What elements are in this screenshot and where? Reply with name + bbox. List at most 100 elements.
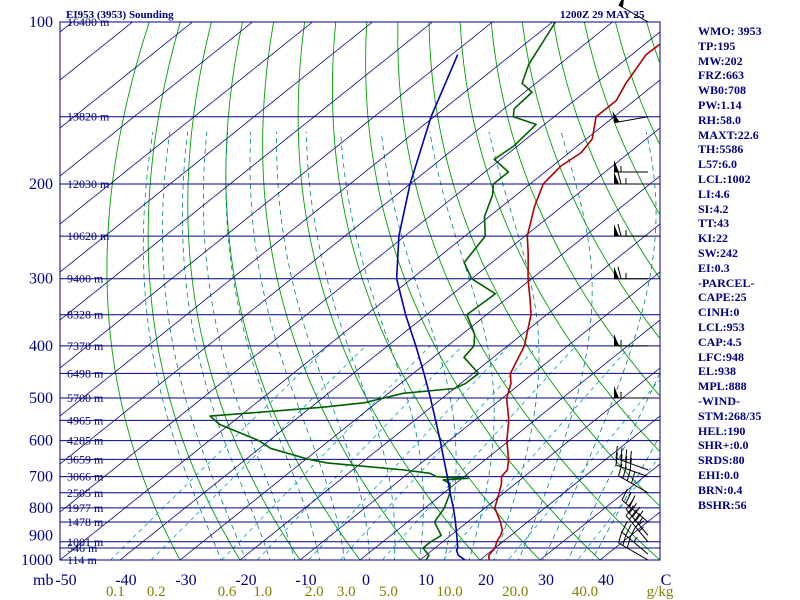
mixing-ratio-line xyxy=(442,345,631,560)
moist-adiabat xyxy=(380,131,457,560)
isotherm xyxy=(359,319,660,560)
index-item: EHI:0.0 xyxy=(698,467,740,482)
height-label: 10620 m xyxy=(67,229,110,243)
mixing-ratio-unit: g/kg xyxy=(647,584,674,600)
isotherm xyxy=(419,367,660,560)
height-label: 12030 m xyxy=(67,177,110,191)
index-item: HEL:190 xyxy=(698,423,746,438)
moist-adiabat xyxy=(340,131,424,560)
mixing-ratio-line xyxy=(150,345,366,560)
moist-adiabat xyxy=(305,131,396,560)
isotherm xyxy=(60,22,613,465)
mixing-ratio-line xyxy=(109,345,329,560)
mixing-ratio-label: 3.0 xyxy=(337,584,356,600)
height-label: 3659 m xyxy=(67,452,104,466)
wind-barb xyxy=(625,505,649,543)
moist-adiabat xyxy=(591,434,660,560)
wind-barbs xyxy=(612,0,649,561)
wind-barb xyxy=(618,0,649,23)
height-label: 16400 m xyxy=(67,15,110,29)
dry-adiabat xyxy=(428,22,660,507)
moist-adiabat xyxy=(162,131,247,560)
height-label: 6498 m xyxy=(67,366,104,380)
mixing-ratio-line xyxy=(507,378,660,560)
pressure-tick-label: 400 xyxy=(29,338,53,355)
height-label: 13820 m xyxy=(67,110,110,124)
height-label: 546 m xyxy=(67,541,98,555)
index-item: RH:58.0 xyxy=(698,112,741,127)
dry-adiabat xyxy=(521,22,660,340)
index-item: KI:22 xyxy=(698,231,728,246)
temperature-tick-label: -50 xyxy=(55,572,76,589)
index-item: WMO: 3953 xyxy=(698,24,762,38)
index-item: TP:195 xyxy=(698,38,736,53)
dry-adiabat xyxy=(262,22,421,560)
index-item: CAPE:25 xyxy=(698,290,747,305)
isotherm xyxy=(60,22,553,417)
index-item: MW:202 xyxy=(698,53,743,68)
index-item: STM:268/35 xyxy=(698,408,762,423)
wind-barb xyxy=(614,266,648,280)
index-item: CINH:0 xyxy=(698,305,740,320)
dry-adiabat xyxy=(187,22,301,560)
mixing-ratio-line xyxy=(221,345,431,560)
dry-adiabat xyxy=(147,22,241,560)
moist-adiabat xyxy=(488,131,540,560)
chart-title: EI953 (3953) Sounding xyxy=(66,9,174,21)
index-item: BSHR:56 xyxy=(698,497,747,512)
height-label: 1977 m xyxy=(67,501,104,515)
dewpoint-trace xyxy=(209,22,557,560)
mixing-ratio-line xyxy=(339,345,539,560)
dry-adiabat xyxy=(552,22,660,280)
index-item: MPL:888 xyxy=(698,379,747,394)
mixing-ratio-label: 1.0 xyxy=(253,584,272,600)
isotherm xyxy=(179,175,660,560)
moist-adiabat xyxy=(518,131,593,560)
moist-adiabat xyxy=(182,131,271,560)
pressure-tick-label: 100 xyxy=(29,14,53,31)
temperature-tick-label: C xyxy=(661,572,672,589)
dry-adiabat xyxy=(490,22,660,397)
height-label: 8328 m xyxy=(67,308,104,322)
height-label: 4285 m xyxy=(67,434,104,448)
mixing-ratio-line xyxy=(307,345,510,560)
isotherm xyxy=(539,463,660,560)
wind-barb xyxy=(612,110,649,124)
pressure-tick-label: 600 xyxy=(29,433,53,450)
index-item: TH:5586 xyxy=(698,142,744,157)
wind-barb xyxy=(621,488,649,523)
wind-barb xyxy=(614,171,648,185)
valid-time: 1200Z 29 MAY 25 xyxy=(560,9,645,21)
index-item: WB0:708 xyxy=(698,83,746,98)
index-item: -PARCEL- xyxy=(698,275,755,290)
index-item: LFC:948 xyxy=(698,349,744,364)
moist-adiabat xyxy=(142,131,222,560)
index-item: SHR+:0.0 xyxy=(698,438,749,453)
isotherm xyxy=(60,22,193,129)
height-label: 7370 m xyxy=(67,339,104,353)
index-item: EL:938 xyxy=(698,364,737,379)
wind-barb xyxy=(621,520,649,555)
height-label: 1001 m xyxy=(67,535,104,549)
mixing-ratio-line xyxy=(577,455,660,560)
isotherm xyxy=(239,223,660,560)
isotherm xyxy=(60,22,253,177)
height-label: 5700 m xyxy=(67,391,104,405)
pressure-axis-unit: mb xyxy=(33,572,53,589)
height-label: 114 m xyxy=(67,553,98,567)
mixing-ratio-line xyxy=(256,345,463,560)
pressure-tick-label: 300 xyxy=(29,271,53,288)
moist-adiabat xyxy=(225,131,321,560)
moist-adiabat xyxy=(202,131,296,560)
temperature-tick-label: 10 xyxy=(418,572,434,589)
index-item: BRN:0.4 xyxy=(698,482,743,497)
isotherm xyxy=(479,415,660,560)
temperature-tick-label: 30 xyxy=(538,572,554,589)
index-item: CAP:4.5 xyxy=(698,334,742,349)
pressure-tick-label: 500 xyxy=(29,390,53,407)
height-label: 1478 m xyxy=(67,515,104,529)
index-item: FRZ:663 xyxy=(698,68,744,83)
moist-adiabat xyxy=(542,131,657,560)
isotherm xyxy=(60,22,493,369)
